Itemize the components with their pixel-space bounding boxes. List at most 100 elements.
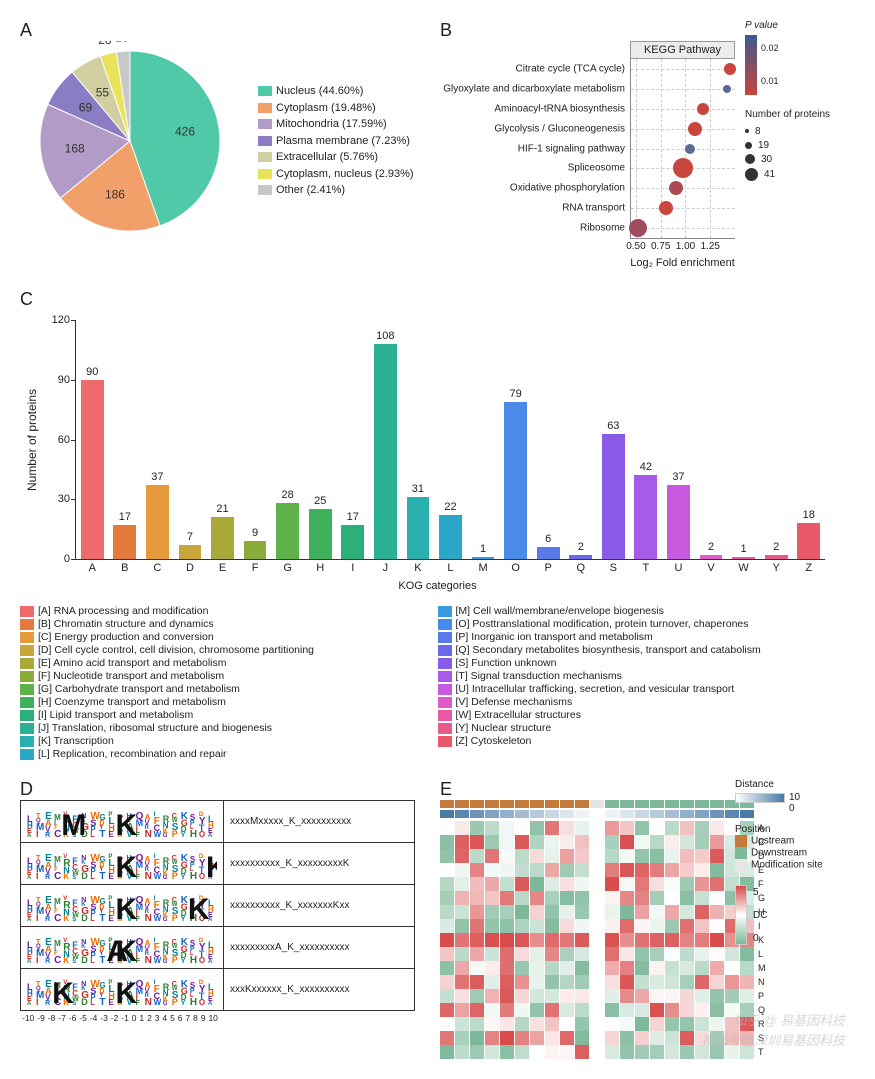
heatmap-cell — [740, 947, 754, 961]
heatmap-cell — [650, 877, 664, 891]
svg-text:K: K — [181, 853, 189, 864]
position-cell — [455, 800, 469, 808]
heatmap-cell — [695, 961, 709, 975]
position-cell — [470, 800, 484, 808]
heatmap-cell — [440, 877, 454, 891]
svg-text:M: M — [54, 855, 61, 864]
heatmap-cell — [470, 1031, 484, 1045]
heatmap-cell — [620, 1045, 634, 1059]
heatmap-cell — [455, 947, 469, 961]
x-tick: 1.00 — [676, 238, 695, 252]
bar: 25H — [309, 509, 332, 559]
svg-text:L: L — [208, 982, 214, 992]
panel-b: B KEGG Pathway 0.500.751.001.25Citrate c… — [440, 20, 855, 269]
motif-logo: AEHLIMQTRVAECFIMKNRVSWCFDGKNLPSWTYDGEHLP… — [27, 845, 217, 879]
pos-title: Position — [735, 824, 855, 835]
kog-legend-item: [D] Cell cycle control, cell division, c… — [20, 644, 438, 656]
heatmap-cell — [740, 961, 754, 975]
legend-item: Extracellular (5.76%) — [258, 149, 414, 166]
heatmap-cell — [680, 835, 694, 849]
motif-logo: AEHLIMQTRVAECFIMKNRVSWCFDGKNLPSWTYDGEHLP… — [27, 971, 217, 1005]
kog-legend-item: [M] Cell wall/membrane/envelope biogenes… — [438, 605, 856, 617]
dot-row-label: Spliceosome — [568, 163, 631, 174]
kog-legend-item: [K] Transcription — [20, 735, 438, 747]
bar-value: 2 — [578, 541, 584, 553]
bar: 79O — [504, 402, 527, 559]
bar-value: 9 — [252, 527, 258, 539]
heatmap-cell — [710, 1003, 724, 1017]
heatmap-cell — [560, 877, 574, 891]
heatmap-cell — [560, 933, 574, 947]
pie-value-label: 426 — [175, 125, 195, 139]
heatmap-cell — [500, 947, 514, 961]
heatmap-cell — [485, 989, 499, 1003]
heatmap-row-label: L — [755, 947, 763, 961]
motif-axis-tick: 6 — [178, 1013, 183, 1023]
heatmap-cell — [545, 1017, 559, 1031]
heatmap-cell — [440, 989, 454, 1003]
bar: 17B — [113, 525, 136, 559]
distance-cell — [455, 810, 469, 818]
svg-text:R: R — [163, 856, 170, 866]
heatmap-cell — [680, 1017, 694, 1031]
kog-legend-item: [Y] Nuclear structure — [438, 722, 856, 734]
svg-text:A: A — [145, 897, 151, 906]
svg-text:M: M — [54, 813, 61, 822]
kog-legend-item: [E] Amino acid transport and metabolism — [20, 657, 438, 669]
dot-row-label: Ribosome — [580, 223, 631, 234]
heatmap-cell — [485, 849, 499, 863]
bar-letter: D — [186, 562, 194, 574]
pos-legend: UpstreamDownstreamModification site — [735, 835, 855, 871]
heatmap-cell — [605, 891, 619, 905]
bar-letter: E — [219, 562, 226, 574]
heatmap-cell — [575, 905, 589, 919]
svg-text:A: A — [145, 981, 151, 990]
heatmap-cell — [500, 975, 514, 989]
position-cell — [575, 800, 589, 808]
heatmap-cell — [620, 863, 634, 877]
heatmap-cell — [710, 961, 724, 975]
heatmap-cell — [575, 1045, 589, 1059]
bar-value: 79 — [509, 388, 521, 400]
bar-value: 42 — [640, 461, 652, 473]
heatmap-cell — [680, 975, 694, 989]
heatmap-cell — [590, 891, 604, 905]
heatmap-cell — [515, 877, 529, 891]
heatmap-row: Q — [440, 1003, 766, 1017]
bar-value: 37 — [151, 471, 163, 483]
bar-value: 7 — [187, 531, 193, 543]
bar-value: 2 — [773, 541, 779, 553]
heatmap-cell — [455, 849, 469, 863]
legend-item: Plasma membrane (7.23%) — [258, 133, 414, 150]
heatmap-cell — [515, 891, 529, 905]
position-cell — [605, 800, 619, 808]
heatmap-cell — [455, 933, 469, 947]
heatmap-cell — [650, 905, 664, 919]
heatmap-cell — [680, 849, 694, 863]
kog-legend-item: [V] Defense mechanisms — [438, 696, 856, 708]
heatmap-cell — [590, 989, 604, 1003]
heatmap-cell — [545, 919, 559, 933]
bar-letter: T — [643, 562, 650, 574]
heatmap-cell — [485, 1045, 499, 1059]
bar-letter: J — [383, 562, 389, 574]
bar-value: 37 — [672, 471, 684, 483]
heatmap-cell — [545, 947, 559, 961]
dot-point — [659, 201, 673, 215]
heatmap-cell — [620, 947, 634, 961]
distance-cell — [695, 810, 709, 818]
motif-axis-tick: 1 — [139, 1013, 144, 1023]
kog-legend-item: [H] Coenzyme transport and metabolism — [20, 696, 438, 708]
heatmap-row: H — [440, 905, 766, 919]
distance-cell — [635, 810, 649, 818]
heatmap-cell — [440, 905, 454, 919]
heatmap-cell — [455, 891, 469, 905]
heatmap-cell — [545, 1003, 559, 1017]
panel-d-label: D — [20, 779, 415, 800]
heatmap-cell — [710, 975, 724, 989]
heatmap-cell — [680, 891, 694, 905]
heatmap-cell — [440, 863, 454, 877]
multi-panel-figure: A 42618616869552823 Nucleus (44.60%)Cyto… — [20, 20, 855, 1059]
motif-axis: -10-9-8-7-6-5-4-3-2-1012345678910 — [20, 1013, 220, 1023]
heatmap-cell — [605, 1031, 619, 1045]
